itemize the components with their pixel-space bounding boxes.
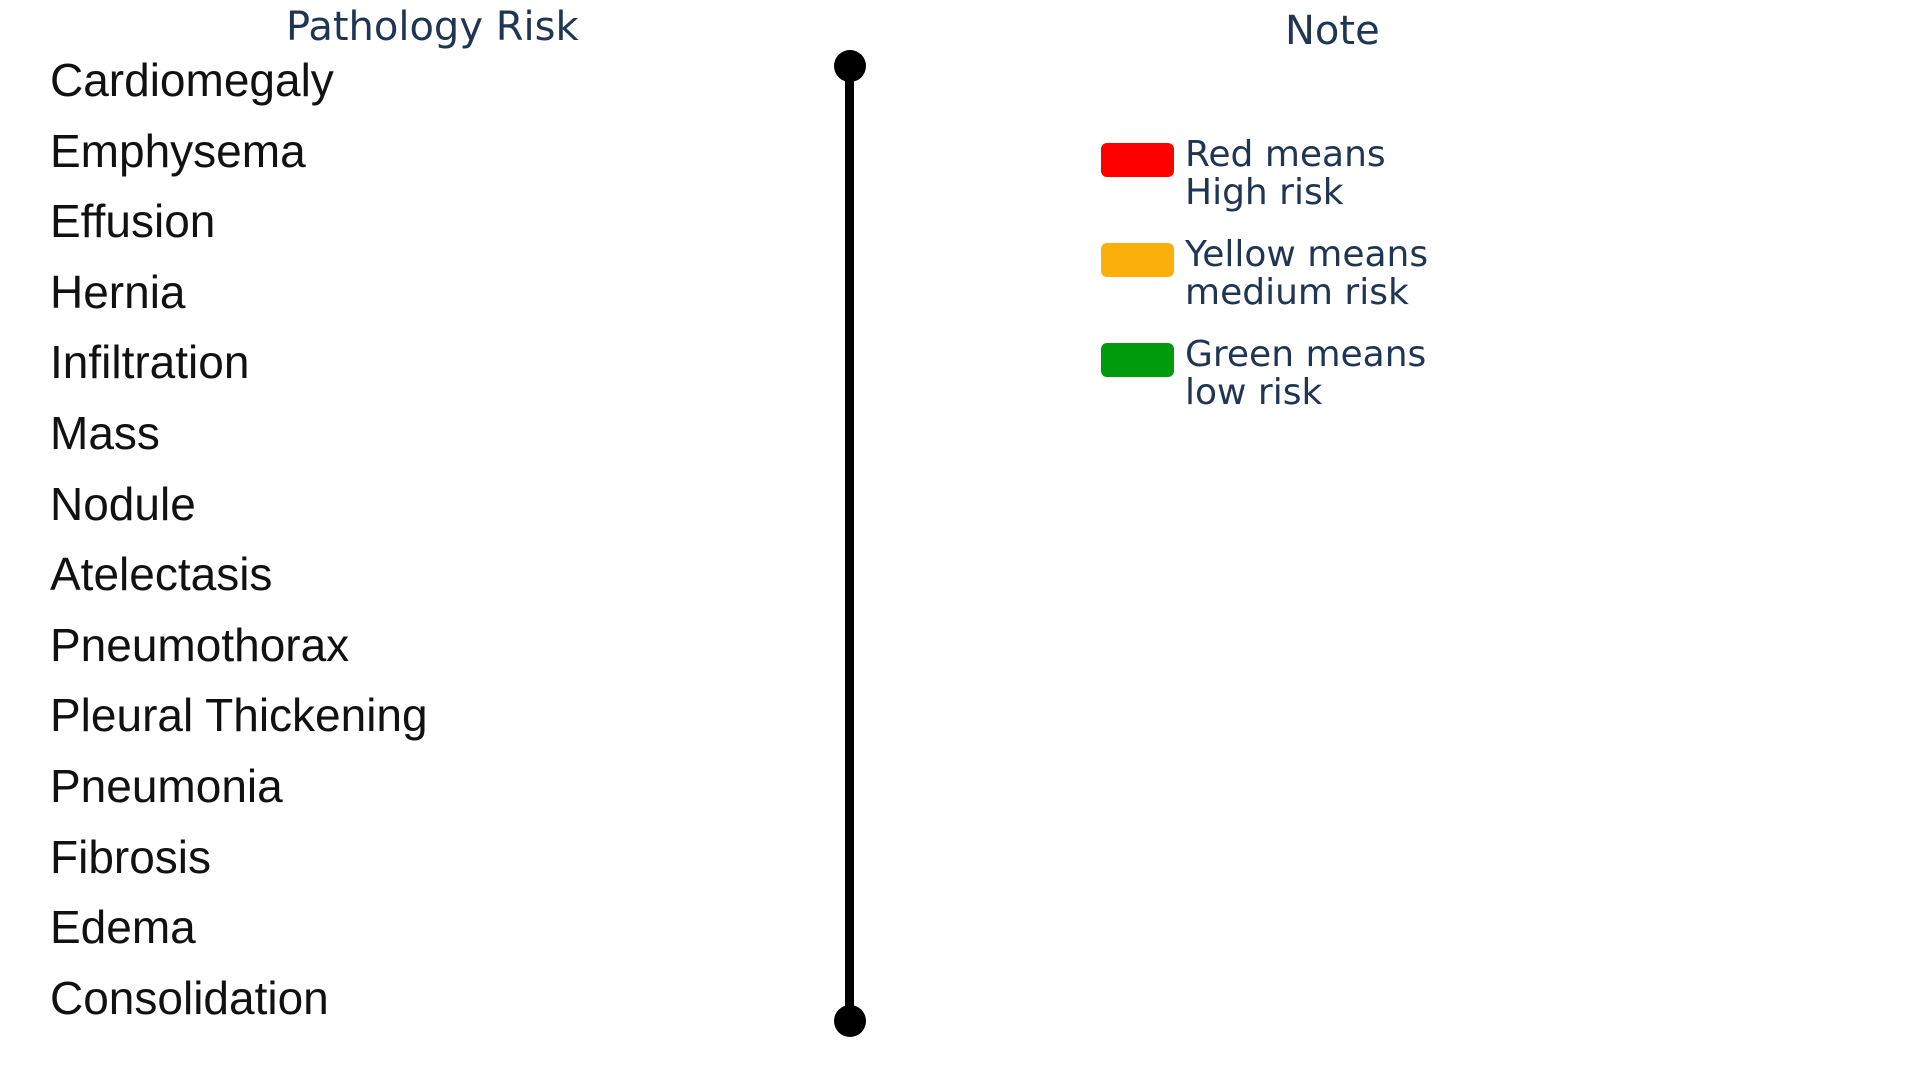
legend-swatch-red xyxy=(1101,143,1174,177)
pathology-item-cardiomegaly: Cardiomegaly xyxy=(50,54,334,106)
legend-label-line2: medium risk xyxy=(1185,272,1409,313)
legend-label-line1: Red means xyxy=(1185,134,1386,175)
pathology-item-effusion: Effusion xyxy=(50,195,216,248)
pathology-item-pneumothorax: Pneumothorax xyxy=(50,618,350,671)
pathology-risk-title: Pathology Risk xyxy=(286,4,579,50)
risk-timeline-top-cap xyxy=(834,50,866,82)
legend-label-line2: low risk xyxy=(1185,372,1323,413)
pathology-item-emphysema: Emphysema xyxy=(50,124,306,177)
pathology-item-fibrosis: Fibrosis xyxy=(50,830,212,883)
pathology-item-pneumonia: Pneumonia xyxy=(50,759,283,812)
pathology-item-infiltration: Infiltration xyxy=(50,336,250,389)
pathology-item-hernia: Hernia xyxy=(50,265,186,318)
legend-label-line1: Yellow means xyxy=(1185,234,1429,275)
legend-swatch-green xyxy=(1101,343,1174,377)
pathology-item-nodule: Nodule xyxy=(50,477,196,530)
pathology-item-atelectasis: Atelectasis xyxy=(50,548,273,601)
note-title: Note xyxy=(1285,8,1380,54)
pathology-item-edema: Edema xyxy=(50,901,196,954)
legend-label-line1: Green means xyxy=(1185,334,1427,375)
pathology-item-pleural-thickening: Pleural Thickening xyxy=(50,689,428,742)
legend-label-high-risk: Red means High risk xyxy=(1185,136,1386,212)
risk-timeline-bottom-cap xyxy=(834,1005,866,1037)
legend-label-line2: High risk xyxy=(1185,172,1344,213)
legend-swatch-yellow xyxy=(1101,243,1174,277)
pathology-item-mass: Mass xyxy=(50,406,160,459)
legend-label-medium-risk: Yellow means medium risk xyxy=(1185,236,1428,312)
risk-timeline-bar xyxy=(845,66,854,1021)
legend-label-low-risk: Green means low risk xyxy=(1185,336,1426,412)
pathology-list: Cardiomegaly Emphysema Effusion Hernia I… xyxy=(50,48,428,1036)
pathology-item-consolidation: Consolidation xyxy=(50,971,329,1024)
